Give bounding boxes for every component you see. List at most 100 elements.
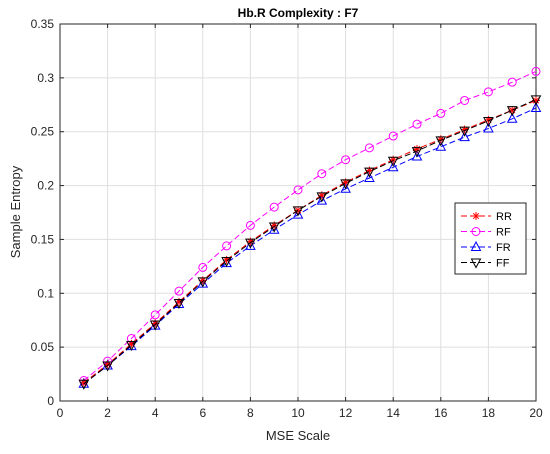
x-tick-label: 12 (339, 406, 353, 420)
data-point-rf (293, 185, 303, 195)
y-tick-label: 0.35 (31, 17, 55, 31)
data-point-rr (175, 297, 183, 306)
data-point-ff (149, 320, 161, 331)
data-point-fr (506, 112, 518, 123)
data-point-ff (459, 126, 470, 137)
legend-item-ff: FF (461, 258, 510, 270)
data-point-fr (387, 161, 399, 172)
data-point-fr (340, 182, 351, 193)
data-point-ff (102, 361, 113, 372)
data-point-rr (389, 155, 398, 164)
data-point-rr (198, 276, 207, 285)
data-point-rr (222, 255, 231, 264)
legend-label-rr: RR (496, 211, 512, 223)
x-tick-label: 4 (152, 406, 159, 420)
legend-item-rf: RF (461, 227, 511, 239)
axis-ticks: 0 2 4 6 8 10 12 14 16 18 20 0 0.05 0.1 0.15 0.2 0.25 0.3 0… (31, 17, 543, 420)
data-point-fr (411, 150, 423, 161)
data-point-rf (483, 87, 493, 97)
legend-label-rf: RF (496, 227, 511, 239)
x-tick-label: 16 (434, 406, 448, 420)
data-point-fr (268, 223, 280, 234)
x-tick-label: 14 (387, 406, 401, 420)
data-point-ff (78, 379, 90, 390)
x-tick-label: 10 (291, 406, 305, 420)
data-point-fr (316, 194, 328, 205)
x-axis-label: MSE Scale (266, 428, 330, 443)
data-point-ff (435, 136, 447, 147)
x-tick-label: 8 (247, 406, 254, 420)
data-point-fr (245, 239, 256, 250)
data-point-rr (246, 237, 255, 246)
data-point-ff (387, 156, 399, 167)
data-point-rr (365, 166, 374, 175)
legend-item-rr: RR (461, 211, 512, 223)
data-point-fr (483, 122, 494, 133)
data-point-rf (317, 169, 327, 179)
data-point-rf (436, 108, 446, 118)
legend-box (454, 202, 527, 275)
data-point-rf (507, 77, 517, 87)
y-tick-label: 0.3 (37, 71, 54, 85)
series-rf (79, 66, 541, 386)
data-point-ff (483, 116, 494, 128)
data-point-rf (222, 241, 232, 251)
data-point-rf (531, 66, 541, 76)
chart-title: Hb.R Complexity : F7 (238, 6, 359, 20)
legend-marker-rr (472, 212, 480, 220)
series-ff (78, 95, 542, 390)
data-point-rr (270, 221, 279, 230)
data-point-rr (413, 144, 421, 153)
data-point-rf (245, 220, 255, 230)
data-point-ff (340, 179, 351, 190)
legend-marker-rf (471, 227, 481, 236)
data-point-rr (341, 178, 350, 187)
data-point-rr (460, 125, 469, 134)
y-tick-label: 0 (47, 394, 54, 408)
legend-label-ff: FF (496, 258, 510, 270)
data-point-fr (292, 208, 304, 219)
data-point-ff (411, 147, 423, 158)
data-point-rr (79, 378, 88, 387)
data-point-ff (245, 238, 256, 249)
data-point-rr (532, 96, 540, 105)
data-point-fr (364, 171, 375, 183)
data-point-rr (436, 135, 445, 144)
data-point-ff (364, 167, 375, 178)
data-point-ff (292, 206, 304, 217)
series-group (78, 66, 542, 390)
data-point-fr (530, 101, 542, 113)
x-tick-label: 2 (104, 406, 111, 420)
data-point-ff (126, 340, 137, 352)
data-point-ff (221, 256, 232, 268)
data-point-rf (412, 119, 422, 129)
y-tick-label: 0.2 (37, 179, 54, 193)
data-point-fr (459, 131, 470, 142)
y-tick-label: 0.05 (31, 340, 55, 354)
legend-marker-fr (470, 240, 482, 251)
x-tick-label: 6 (199, 406, 206, 420)
y-axis-label: Sample Entropy (8, 165, 23, 258)
data-point-rr (103, 360, 112, 369)
data-point-rf (460, 95, 470, 105)
data-point-ff (197, 277, 209, 288)
data-point-ff (506, 106, 518, 117)
x-tick-label: 18 (482, 406, 496, 420)
data-point-ff (530, 95, 542, 106)
x-tick-label: 0 (57, 406, 64, 420)
legend-label-fr: FR (496, 242, 511, 254)
data-point-rf (174, 286, 184, 296)
x-tick-label: 20 (529, 406, 543, 420)
legend-marker-ff (470, 258, 482, 269)
y-tick-label: 0.25 (31, 125, 55, 139)
data-point-rf (341, 155, 351, 165)
data-point-rr (127, 339, 136, 348)
data-point-fr (435, 140, 447, 151)
y-tick-label: 0.1 (37, 286, 54, 300)
data-point-rf (150, 310, 160, 320)
series-line-rf (83, 70, 537, 381)
data-point-rf (198, 262, 208, 272)
data-point-ff (173, 298, 185, 310)
